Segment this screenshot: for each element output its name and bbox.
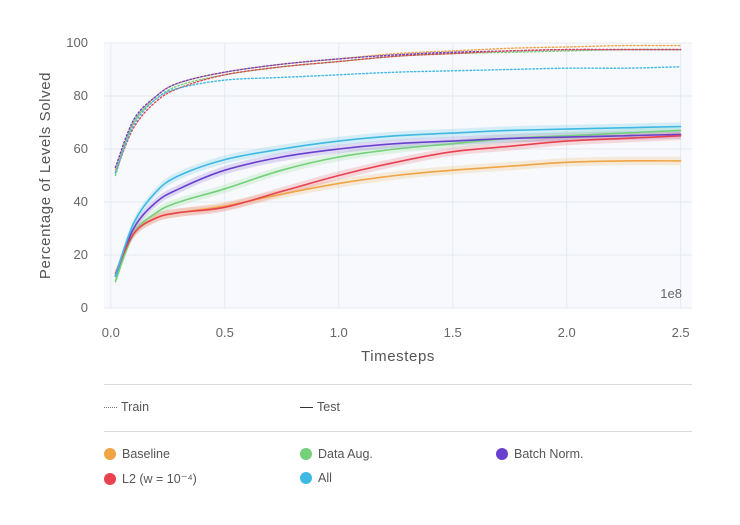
grid-lines [104,42,692,309]
x-tick-label: 0.0 [102,325,120,340]
series-line-train-all [114,66,682,174]
x-tick-label: 1.5 [444,325,462,340]
legend-dot-l2 [104,472,116,485]
x-tick-label: 1.0 [330,325,348,340]
x-tick-label: 0.5 [216,325,234,340]
y-tick-labels: 0 20 40 60 80 100 [66,35,88,315]
series-line-test-data-aug [114,129,682,283]
legend-item-batch-norm: Batch Norm. [496,447,583,461]
legend-item-test: Test [300,400,340,414]
dotted-line-icon [104,406,117,408]
legend-divider-middle [104,431,692,432]
y-tick-label: 0 [81,300,88,315]
x-axis-label: Timesteps [361,348,435,365]
legend-label-data-aug: Data Aug. [318,447,373,461]
series-lines [114,44,682,283]
legend-dot-all [300,472,312,484]
x-tick-labels: 0.0 0.5 1.0 1.5 2.0 2.5 [102,325,690,340]
legend-label-l2: L2 (w = 10⁻⁴) [122,472,197,486]
legend-label-baseline: Baseline [122,447,170,461]
legend-label-batch-norm: Batch Norm. [514,447,584,461]
y-tick-label: 20 [74,247,88,262]
x-tick-label: 2.5 [672,325,690,340]
legend-divider-top [104,384,692,385]
series-line-test-l2-w-10 [114,135,682,275]
y-tick-label: 40 [74,194,88,209]
x-axis-multiplier: 1e8 [660,286,682,301]
legend-item-train: Train [104,400,149,414]
legend-item-l2: L2 (w = 10⁻⁴) [104,471,197,486]
series-line-train-baseline [114,44,682,171]
series-line-test-batch-norm [114,133,682,277]
legend-dot-data-aug [300,448,312,460]
legend-dot-batch-norm [496,448,508,460]
y-tick-label: 100 [66,35,88,50]
y-tick-label: 80 [74,88,88,103]
legend-label-test: Test [317,400,340,414]
legend-item-baseline: Baseline [104,447,170,461]
y-tick-label: 60 [74,141,88,156]
legend-label-train: Train [121,400,150,414]
legend-item-data-aug: Data Aug. [300,447,373,461]
series-line-train-l2-w-10 [114,48,682,174]
solid-line-icon [300,406,313,408]
chart-plot: 0 20 40 60 80 100 0.0 0.5 1.0 1.5 2.0 2.5 1e8 Time… [37,35,692,365]
legend-dot-baseline [104,448,116,460]
series-line-test-all [114,125,682,277]
legend-item-all: All [300,471,332,485]
x-tick-label: 2.0 [558,325,576,340]
legend-label-all: All [318,471,332,485]
y-axis-label: Percentage of Levels Solved [37,72,54,279]
